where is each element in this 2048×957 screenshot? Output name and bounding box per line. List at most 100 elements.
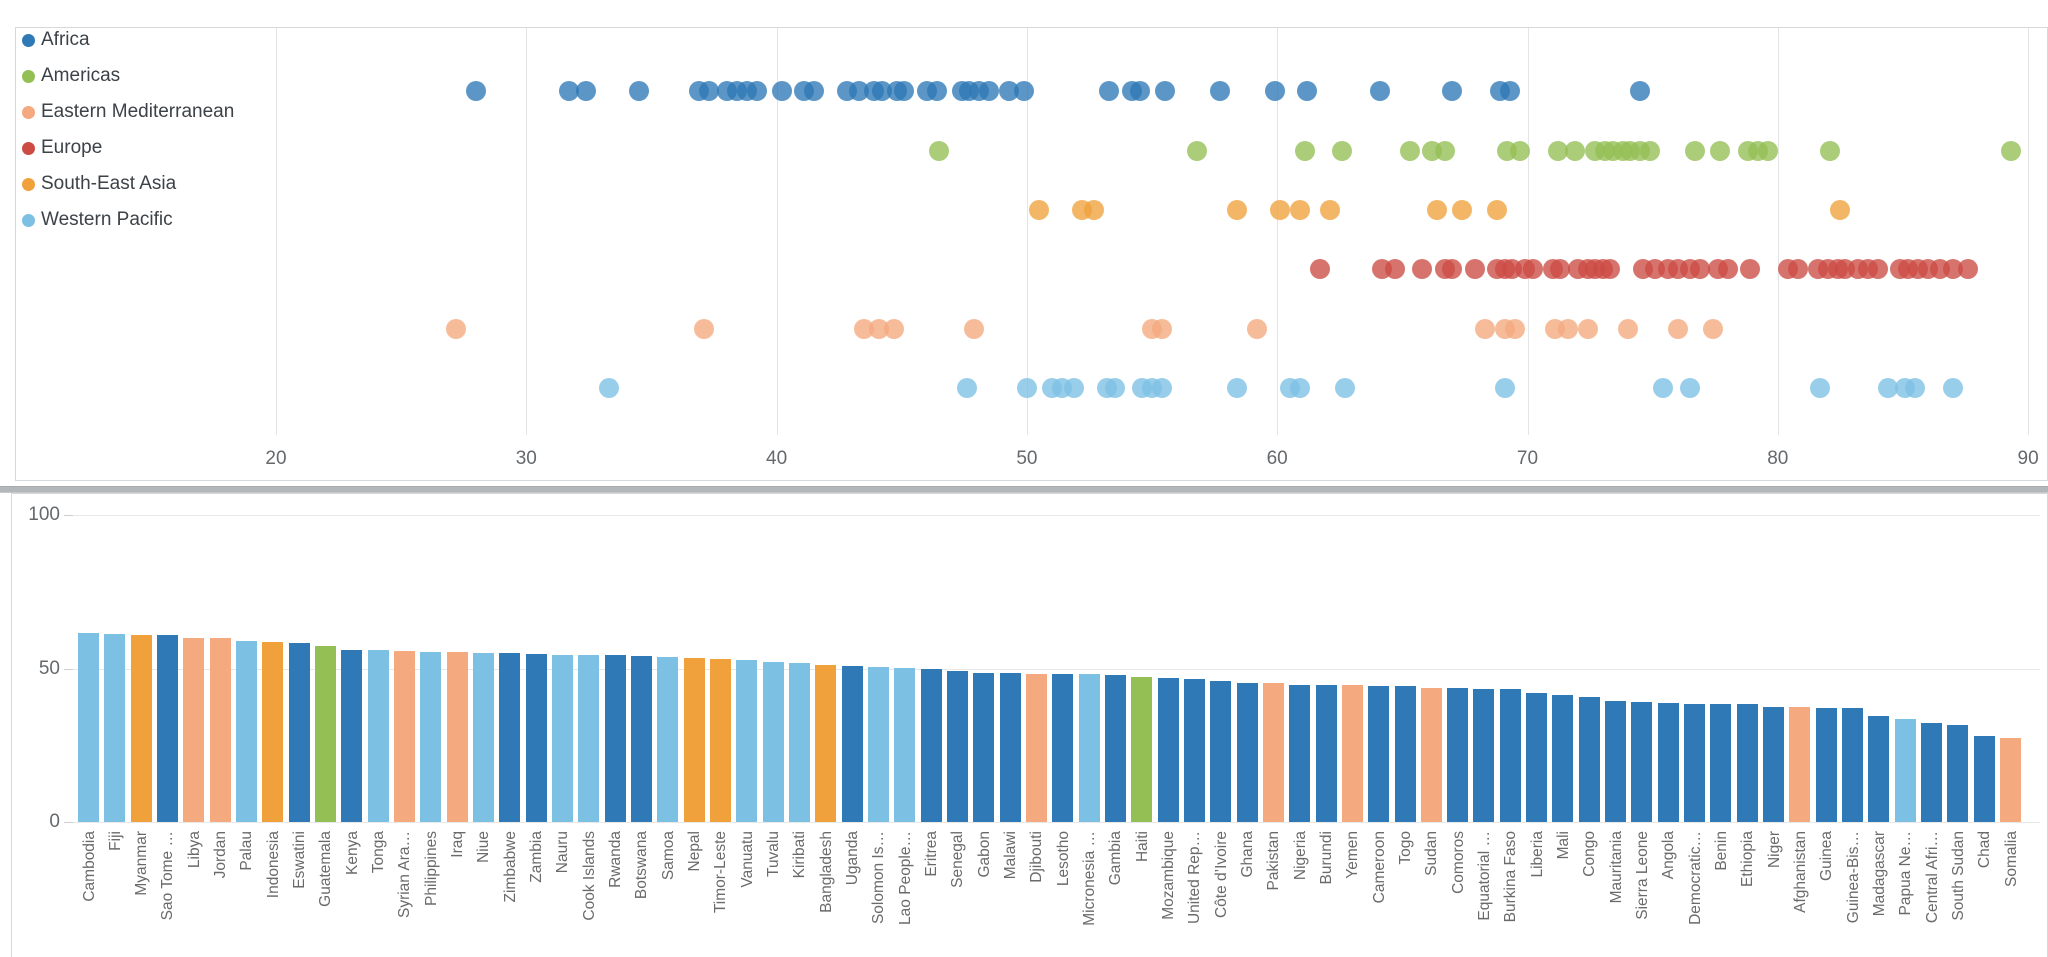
scatter-dot[interactable]	[1820, 141, 1841, 161]
scatter-dot[interactable]	[1154, 81, 1175, 101]
bar-afghanistan[interactable]	[1789, 707, 1811, 822]
bar-sudan[interactable]	[1420, 687, 1442, 822]
scatter-dot[interactable]	[1600, 259, 1621, 279]
bar-central-afri-[interactable]	[1921, 722, 1943, 822]
scatter-dot[interactable]	[1652, 378, 1673, 398]
bar-somalia[interactable]	[2000, 738, 2022, 822]
scatter-dot[interactable]	[1227, 200, 1248, 220]
scatter-dot[interactable]	[1690, 259, 1711, 279]
bar-eritrea[interactable]	[920, 668, 942, 822]
bar-angola[interactable]	[1657, 702, 1679, 822]
scatter-dot[interactable]	[1685, 141, 1706, 161]
scatter-dot[interactable]	[1029, 200, 1050, 220]
scatter-dot[interactable]	[1187, 141, 1208, 161]
scatter-dot[interactable]	[1442, 259, 1463, 279]
bar-rwanda[interactable]	[604, 655, 626, 822]
scatter-dot[interactable]	[1152, 378, 1173, 398]
bar-togo[interactable]	[1394, 686, 1416, 822]
legend-item-eastern-mediterranean[interactable]: Eastern Mediterranean	[22, 94, 234, 130]
bar-niger[interactable]	[1763, 706, 1785, 822]
scatter-dot[interactable]	[1152, 319, 1173, 339]
bar-cambodia[interactable]	[78, 633, 99, 822]
bar-lesotho[interactable]	[1052, 674, 1074, 822]
bar-gambia[interactable]	[1104, 674, 1126, 822]
scatter-dot[interactable]	[1289, 200, 1310, 220]
bar-niue[interactable]	[472, 652, 494, 822]
scatter-dot[interactable]	[699, 81, 720, 101]
bar-philippines[interactable]	[420, 651, 442, 822]
scatter-dot[interactable]	[1557, 319, 1578, 339]
scatter-dot[interactable]	[1550, 259, 1571, 279]
scatter-dot[interactable]	[1522, 259, 1543, 279]
scatter-dot[interactable]	[1129, 81, 1150, 101]
bar-fiji[interactable]	[104, 633, 126, 822]
scatter-dot[interactable]	[1509, 141, 1530, 161]
bar-eswatini[interactable]	[288, 643, 310, 822]
scatter-dot[interactable]	[576, 81, 597, 101]
scatter-dot[interactable]	[1099, 81, 1120, 101]
scatter-dot[interactable]	[1499, 81, 1520, 101]
bar-indonesia[interactable]	[262, 641, 284, 822]
scatter-dot[interactable]	[854, 319, 875, 339]
scatter-dot[interactable]	[1717, 259, 1738, 279]
bar-haiti[interactable]	[1131, 677, 1153, 822]
bar-yemen[interactable]	[1341, 685, 1363, 822]
bar-guatemala[interactable]	[314, 645, 336, 822]
scatter-dot[interactable]	[979, 81, 1000, 101]
scatter-dot[interactable]	[894, 81, 915, 101]
scatter-dot[interactable]	[1464, 259, 1485, 279]
scatter-dot[interactable]	[1565, 141, 1586, 161]
scatter-dot[interactable]	[1319, 200, 1340, 220]
scatter-dot[interactable]	[1877, 378, 1898, 398]
scatter-dot[interactable]	[598, 378, 619, 398]
scatter-dot[interactable]	[1680, 378, 1701, 398]
scatter-dot[interactable]	[1487, 200, 1508, 220]
scatter-dot[interactable]	[1427, 200, 1448, 220]
scatter-dot[interactable]	[1943, 259, 1963, 279]
bar-burundi[interactable]	[1315, 685, 1337, 822]
scatter-dot[interactable]	[1452, 200, 1473, 220]
bar-democratic-[interactable]	[1684, 703, 1706, 822]
scatter-dot[interactable]	[1399, 141, 1420, 161]
bar-comoros[interactable]	[1447, 687, 1469, 822]
scatter-dot[interactable]	[1740, 259, 1761, 279]
scatter-dot[interactable]	[1810, 378, 1831, 398]
bar-cameroon[interactable]	[1368, 685, 1390, 822]
bar-uganda[interactable]	[841, 666, 863, 822]
legend-item-western-pacific[interactable]: Western Pacific	[22, 202, 173, 238]
bar-syrian-ara-[interactable]	[393, 650, 415, 822]
bar-c-te-d-ivoire[interactable]	[1210, 681, 1232, 822]
scatter-dot[interactable]	[2000, 141, 2021, 161]
scatter-dot[interactable]	[1332, 141, 1353, 161]
bar-nauru[interactable]	[551, 654, 573, 822]
bar-sao-tome-[interactable]	[156, 635, 178, 822]
bar-south-sudan[interactable]	[1947, 724, 1969, 822]
bar-sierra-leone[interactable]	[1631, 701, 1653, 822]
scatter-dot[interactable]	[884, 319, 905, 339]
scatter-dot[interactable]	[1667, 319, 1688, 339]
bar-mali[interactable]	[1552, 694, 1574, 822]
bar-myanmar[interactable]	[130, 634, 152, 822]
bar-botswana[interactable]	[630, 656, 652, 822]
scatter-dot[interactable]	[1084, 200, 1105, 220]
scatter-dot[interactable]	[1577, 319, 1598, 339]
scatter-dot[interactable]	[1958, 259, 1979, 279]
scatter-dot[interactable]	[926, 81, 947, 101]
scatter-dot[interactable]	[746, 81, 767, 101]
scatter-dot[interactable]	[1209, 81, 1230, 101]
bar-guinea[interactable]	[1815, 707, 1837, 822]
scatter-dot[interactable]	[999, 81, 1020, 101]
bar-benin[interactable]	[1710, 704, 1732, 822]
scatter-dot[interactable]	[849, 81, 870, 101]
scatter-dot[interactable]	[628, 81, 649, 101]
bar-jordan[interactable]	[209, 638, 231, 822]
scatter-dot[interactable]	[1710, 141, 1731, 161]
bar-gabon[interactable]	[973, 672, 995, 822]
bar-iraq[interactable]	[446, 652, 468, 822]
bar-tonga[interactable]	[367, 649, 389, 822]
bar-lao-people-[interactable]	[894, 667, 916, 822]
scatter-dot[interactable]	[1547, 141, 1568, 161]
bar-united-rep-[interactable]	[1183, 678, 1205, 822]
bar-zimbabwe[interactable]	[499, 653, 521, 822]
bar-pakistan[interactable]	[1262, 683, 1284, 822]
